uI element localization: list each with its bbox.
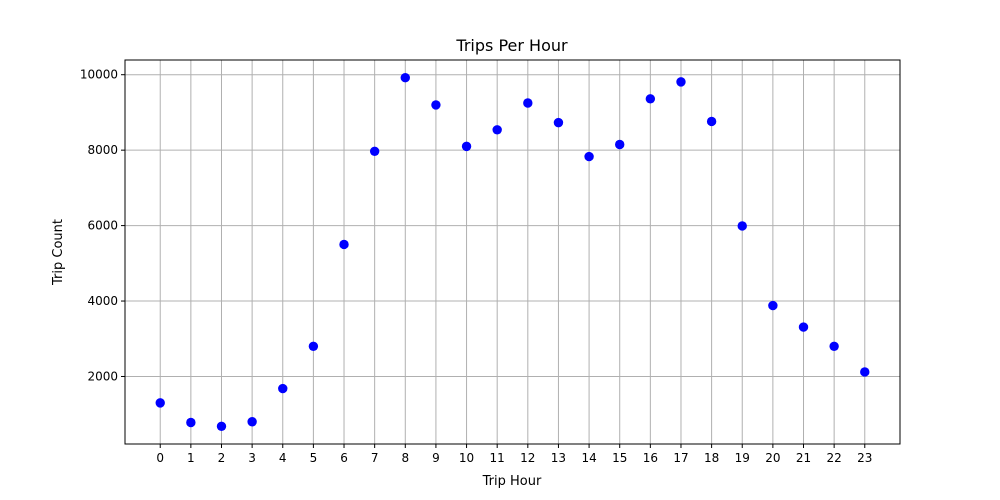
data-point	[308, 341, 319, 352]
y-tick-label: 4000	[87, 294, 118, 308]
x-tick-label: 14	[581, 451, 596, 465]
grid-layer	[125, 60, 900, 444]
x-tick-label: 9	[432, 451, 440, 465]
data-point	[615, 139, 625, 150]
plot-frame	[124, 59, 901, 445]
x-tick-label: 4	[279, 451, 287, 465]
data-point	[431, 100, 441, 110]
data-point	[523, 98, 533, 108]
x-tick-label: 12	[520, 451, 535, 465]
x-axis-ticks: 0 1 2 3 4 5 6 7 8 9 10 11 12 13 14 15 16 17 18 19 20 21 22 23	[156, 444, 872, 465]
data-point	[369, 146, 380, 156]
x-tick-label: 7	[371, 451, 379, 465]
x-tick-label: 1	[187, 451, 195, 465]
chart-title: Trips Per Hour	[455, 36, 568, 55]
x-tick-label: 13	[551, 451, 566, 465]
data-point	[860, 367, 870, 377]
data-points	[155, 73, 870, 431]
data-point	[706, 116, 717, 127]
data-point	[553, 117, 564, 128]
data-point	[492, 125, 502, 135]
y-tick-label: 2000	[87, 369, 118, 383]
x-tick-label: 3	[248, 451, 256, 465]
y-axis-ticks: 2000 4000 6000 8000 10000	[80, 68, 125, 383]
data-point	[645, 94, 656, 104]
data-point	[278, 383, 288, 394]
x-tick-label: 23	[857, 451, 872, 465]
data-point	[798, 322, 809, 332]
x-tick-label: 10	[459, 451, 474, 465]
x-tick-label: 2	[218, 451, 226, 465]
data-point	[768, 300, 778, 311]
data-point	[155, 398, 165, 408]
y-tick-label: 8000	[87, 143, 118, 157]
data-point	[400, 73, 410, 83]
x-tick-label: 18	[704, 451, 719, 465]
x-tick-label: 20	[765, 451, 780, 465]
x-tick-label: 0	[156, 451, 164, 465]
x-tick-label: 19	[735, 451, 750, 465]
x-tick-label: 16	[643, 451, 658, 465]
x-tick-label: 21	[796, 451, 811, 465]
data-point	[461, 141, 472, 152]
data-point	[339, 239, 349, 250]
x-tick-label: 11	[490, 451, 505, 465]
data-point	[676, 77, 686, 87]
data-point	[584, 151, 594, 162]
x-tick-label: 6	[340, 451, 348, 465]
data-point	[186, 417, 196, 428]
y-axis-label: Trip Count	[51, 219, 66, 286]
x-tick-label: 5	[310, 451, 318, 465]
x-tick-label: 22	[826, 451, 841, 465]
x-tick-label: 8	[401, 451, 409, 465]
y-tick-label: 10000	[80, 68, 118, 82]
x-axis-label: Trip Hour	[482, 474, 542, 489]
x-tick-label: 15	[612, 451, 627, 465]
data-point	[216, 421, 227, 431]
data-point	[247, 417, 257, 427]
x-tick-label: 17	[673, 451, 688, 465]
data-point	[737, 221, 747, 231]
y-tick-label: 6000	[87, 219, 118, 233]
data-point	[829, 341, 839, 352]
